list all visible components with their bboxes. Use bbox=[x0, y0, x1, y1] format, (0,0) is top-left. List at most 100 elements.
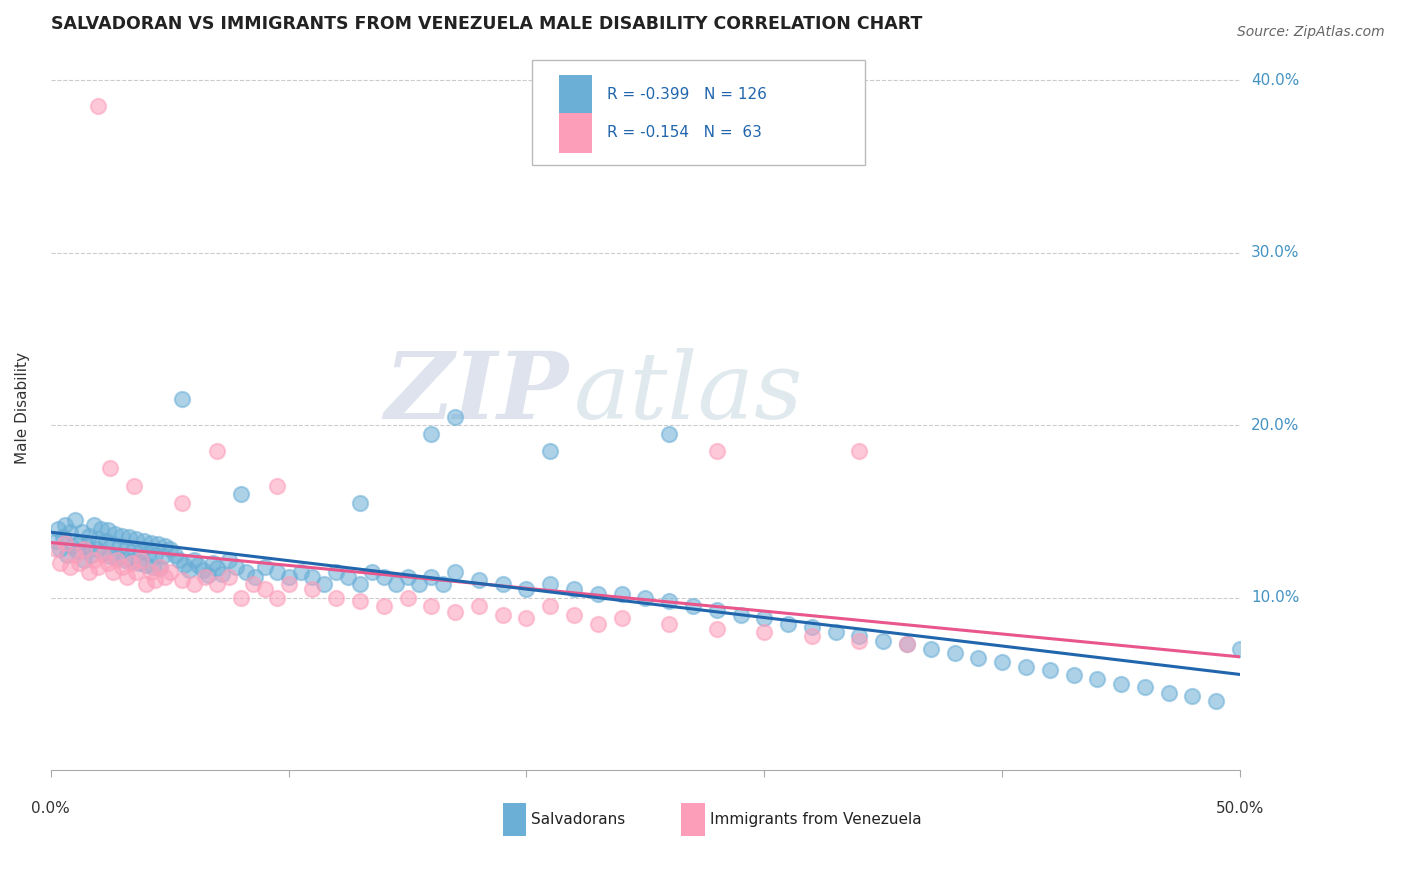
Text: Source: ZipAtlas.com: Source: ZipAtlas.com bbox=[1237, 25, 1385, 39]
Point bbox=[706, 622, 728, 636]
Point bbox=[97, 524, 120, 538]
Point bbox=[586, 587, 609, 601]
Point bbox=[492, 577, 515, 591]
Point bbox=[610, 611, 633, 625]
Point bbox=[52, 530, 75, 544]
Point bbox=[538, 599, 561, 614]
Point bbox=[562, 582, 585, 596]
Point bbox=[1205, 694, 1227, 708]
Point bbox=[754, 611, 776, 625]
Point bbox=[73, 542, 96, 557]
Point bbox=[225, 559, 247, 574]
Point bbox=[337, 570, 360, 584]
Point bbox=[67, 556, 90, 570]
FancyBboxPatch shape bbox=[533, 60, 866, 165]
Bar bbox=[503, 803, 526, 836]
Point bbox=[97, 556, 120, 570]
Point bbox=[135, 577, 157, 591]
Point bbox=[135, 558, 157, 572]
Point bbox=[183, 577, 205, 591]
Point bbox=[290, 565, 312, 579]
Point bbox=[872, 633, 894, 648]
Point bbox=[80, 548, 103, 562]
Point bbox=[67, 535, 90, 549]
Text: Salvadorans: Salvadorans bbox=[531, 812, 626, 827]
Point bbox=[163, 548, 186, 562]
Point bbox=[586, 616, 609, 631]
Point bbox=[218, 553, 240, 567]
Point bbox=[1229, 642, 1251, 657]
Point bbox=[468, 574, 491, 588]
Point bbox=[107, 551, 129, 566]
Point bbox=[91, 548, 114, 562]
Point bbox=[201, 556, 224, 570]
Point bbox=[142, 559, 165, 574]
Point bbox=[153, 570, 176, 584]
Text: Immigrants from Venezuela: Immigrants from Venezuela bbox=[710, 812, 921, 827]
Point bbox=[384, 577, 406, 591]
Point bbox=[325, 565, 347, 579]
Point bbox=[159, 542, 181, 557]
Point bbox=[943, 646, 966, 660]
Point bbox=[191, 563, 214, 577]
Point bbox=[167, 553, 190, 567]
Point bbox=[562, 607, 585, 622]
Point bbox=[314, 577, 336, 591]
Point bbox=[266, 565, 288, 579]
Point bbox=[91, 546, 114, 560]
Point bbox=[73, 553, 96, 567]
Point bbox=[170, 496, 193, 510]
Point bbox=[70, 525, 93, 540]
Point bbox=[115, 570, 138, 584]
Point bbox=[159, 565, 181, 579]
Point bbox=[194, 570, 217, 584]
Point bbox=[896, 637, 918, 651]
Point bbox=[538, 444, 561, 458]
Point bbox=[515, 582, 537, 596]
Point bbox=[432, 577, 454, 591]
Y-axis label: Male Disability: Male Disability bbox=[15, 352, 30, 464]
Point bbox=[83, 518, 105, 533]
Point bbox=[132, 533, 155, 548]
Point bbox=[848, 629, 870, 643]
Point bbox=[139, 535, 162, 549]
Point bbox=[49, 542, 72, 557]
Point bbox=[83, 553, 105, 567]
Point bbox=[77, 528, 100, 542]
Bar bbox=[558, 75, 592, 114]
Point bbox=[444, 605, 467, 619]
Point bbox=[94, 533, 117, 548]
Point bbox=[145, 574, 167, 588]
Point bbox=[66, 544, 89, 558]
Point bbox=[152, 549, 174, 564]
Point bbox=[658, 426, 681, 441]
Point bbox=[266, 591, 288, 605]
Point bbox=[129, 544, 152, 558]
Point bbox=[170, 574, 193, 588]
Point bbox=[129, 553, 152, 567]
Point bbox=[173, 558, 195, 572]
Point bbox=[1015, 659, 1038, 673]
Point bbox=[754, 625, 776, 640]
Text: 30.0%: 30.0% bbox=[1251, 245, 1299, 260]
Point bbox=[682, 599, 704, 614]
Point bbox=[349, 496, 371, 510]
Point bbox=[45, 533, 67, 548]
Point bbox=[207, 561, 229, 575]
Point bbox=[90, 522, 112, 536]
Point bbox=[104, 527, 127, 541]
Point bbox=[396, 591, 419, 605]
Point bbox=[138, 546, 160, 560]
Point bbox=[229, 487, 252, 501]
Point bbox=[211, 566, 233, 581]
Point bbox=[125, 532, 148, 546]
Point bbox=[967, 651, 990, 665]
Point bbox=[59, 559, 82, 574]
Text: 10.0%: 10.0% bbox=[1251, 591, 1299, 606]
Bar bbox=[558, 112, 592, 153]
Point bbox=[170, 392, 193, 407]
Point bbox=[277, 570, 299, 584]
Point bbox=[60, 539, 83, 553]
Text: R = -0.399   N = 126: R = -0.399 N = 126 bbox=[607, 87, 768, 102]
Point bbox=[538, 577, 561, 591]
